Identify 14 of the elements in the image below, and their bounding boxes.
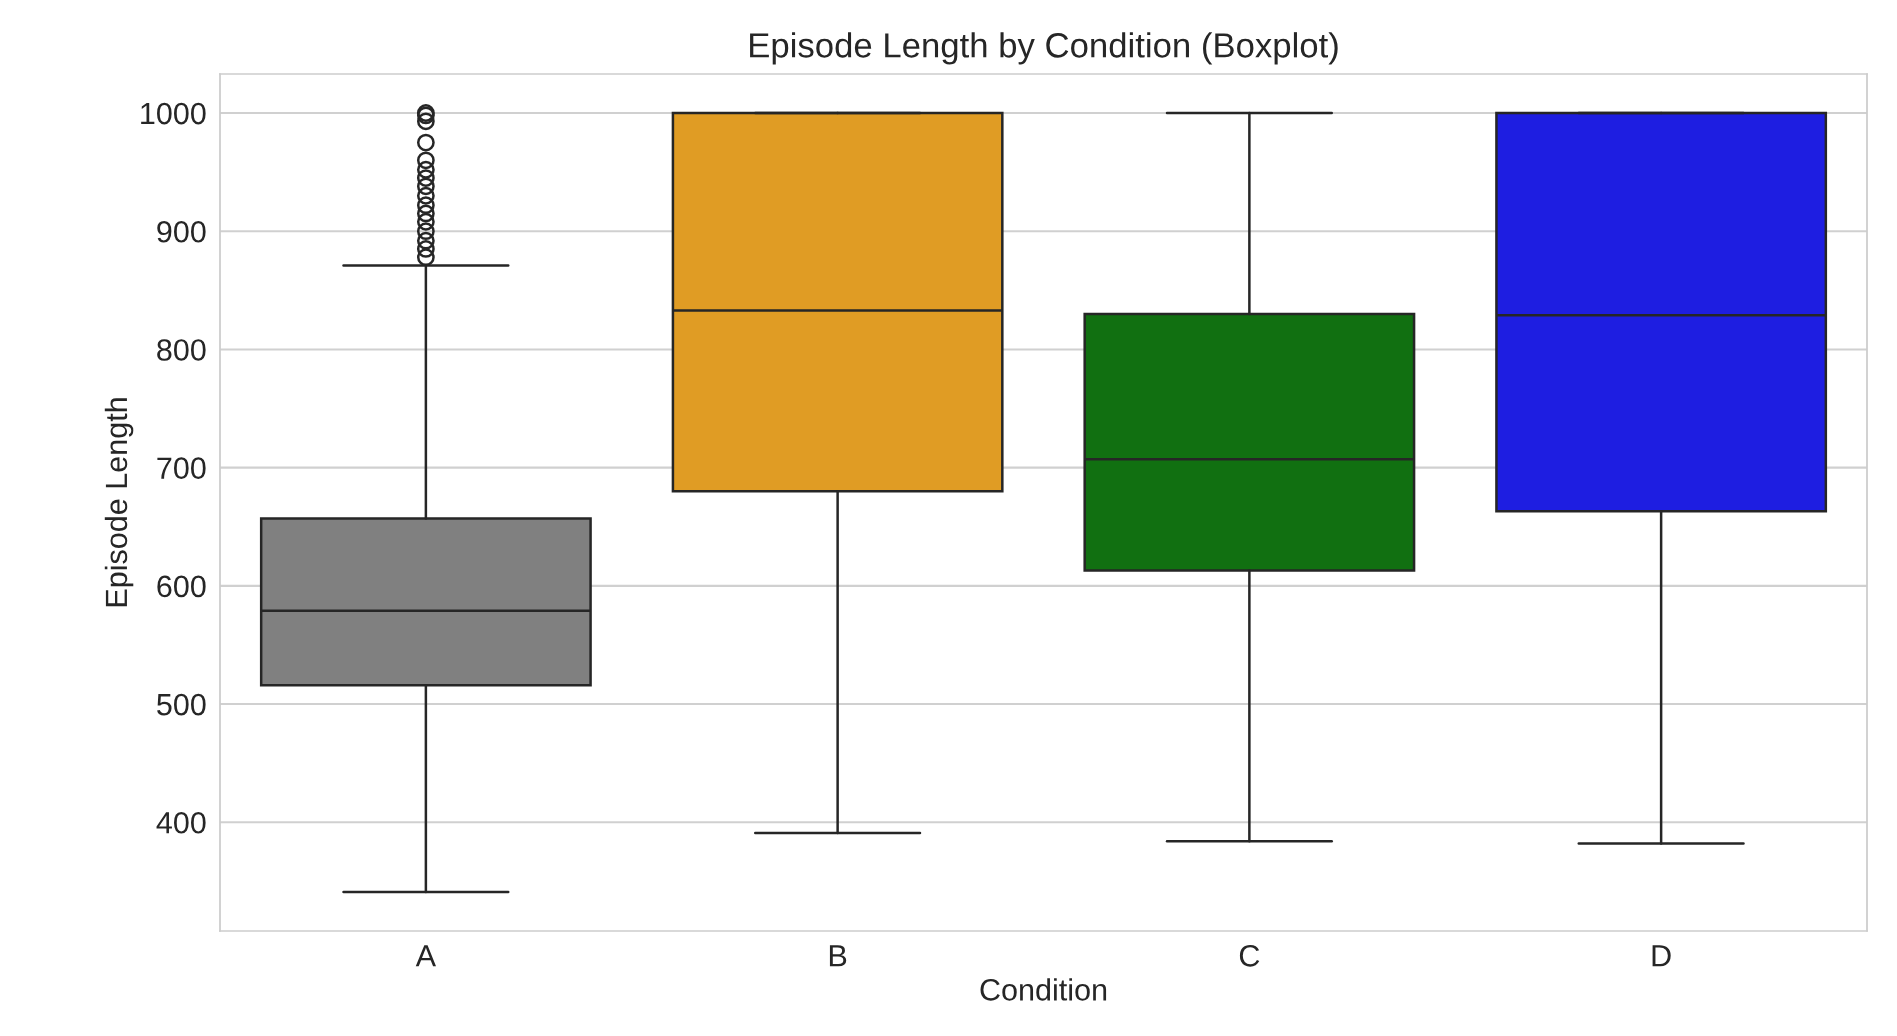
y-axis-title: Episode Length	[104, 398, 134, 607]
y-tick-label: 900	[157, 220, 206, 243]
y-tick-label: 700	[157, 457, 206, 479]
x-tick-label: D	[1652, 945, 1671, 967]
y-tick-label: 1000	[141, 102, 206, 125]
x-axis-title: Condition	[980, 978, 1107, 1001]
x-tick-label: A	[415, 945, 436, 967]
chart-title: Episode Length by Condition (Boxplot)	[750, 32, 1338, 65]
y-tick-label: 800	[157, 339, 206, 361]
y-tick-label: 600	[157, 575, 206, 598]
x-tick-label: C	[1239, 945, 1260, 967]
x-tick-label: B	[829, 945, 847, 967]
y-tick-label: 400	[156, 811, 206, 834]
y-tick-label: 500	[157, 693, 206, 716]
